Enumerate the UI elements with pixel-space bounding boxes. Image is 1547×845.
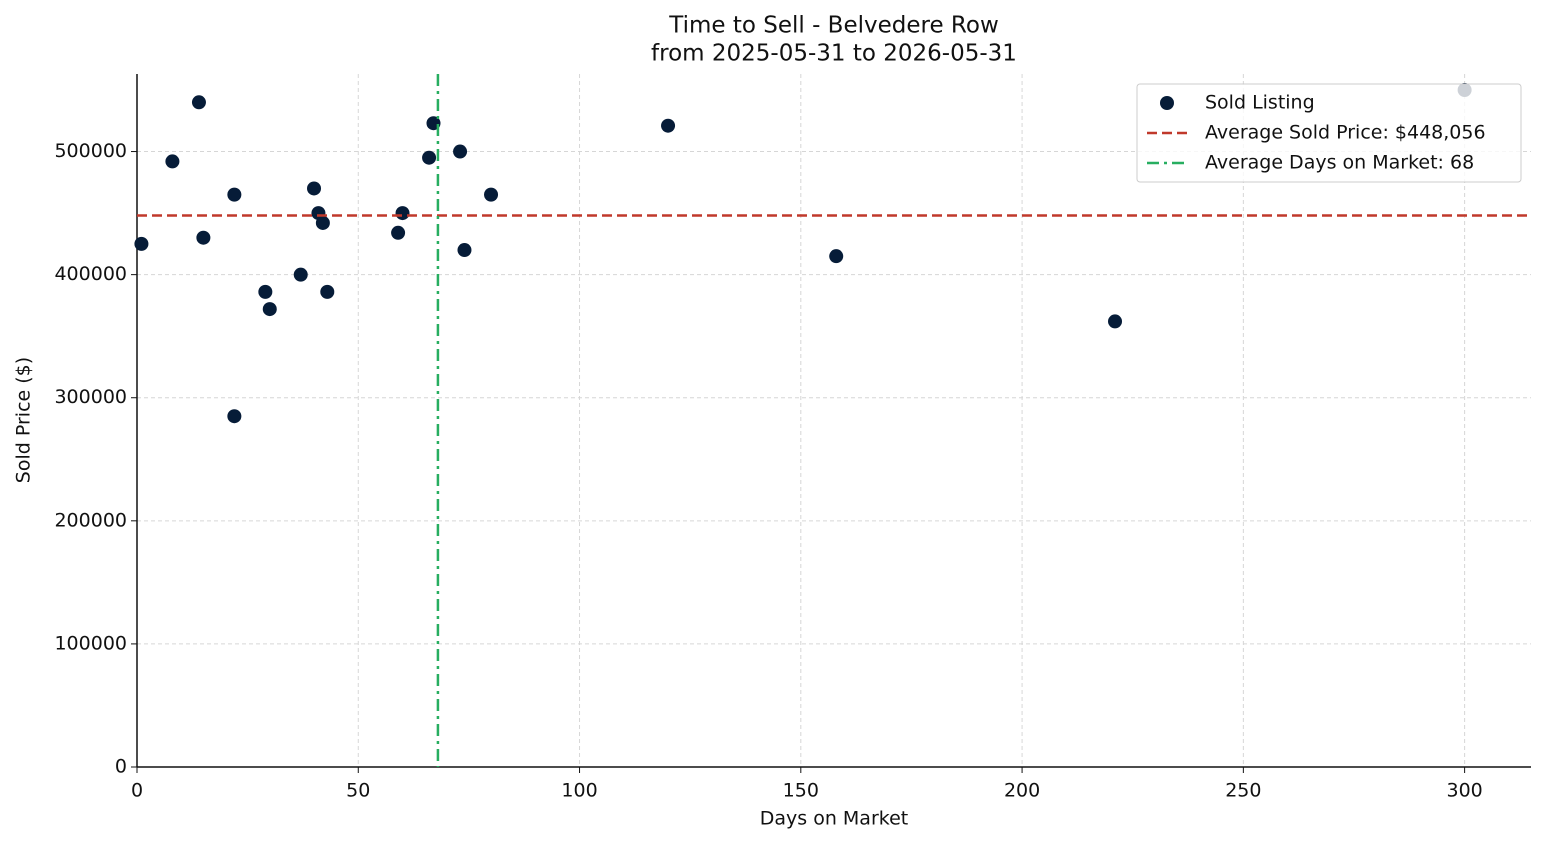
data-point [484, 187, 499, 202]
y-axis-label: Sold Price ($) [13, 357, 35, 483]
y-tick-label: 100000 [54, 632, 127, 654]
data-point [262, 302, 277, 317]
data-point [422, 150, 437, 165]
data-point [457, 243, 472, 258]
data-point [196, 230, 211, 245]
data-point [227, 187, 242, 202]
legend-label: Sold Listing [1205, 92, 1315, 114]
x-tick-label: 50 [346, 780, 370, 802]
x-tick-label: 250 [1225, 780, 1261, 802]
data-point [395, 206, 410, 221]
data-point [315, 215, 330, 230]
y-tick-label: 300000 [54, 386, 127, 408]
data-point [293, 267, 308, 282]
data-point [453, 144, 468, 159]
data-point [307, 181, 322, 196]
legend-box [1136, 83, 1522, 183]
data-point [320, 284, 335, 299]
data-point [391, 225, 406, 240]
data-point [134, 236, 149, 251]
y-tick-label: 0 [115, 756, 127, 778]
x-tick-label: 100 [561, 780, 597, 802]
x-tick-label: 300 [1446, 780, 1482, 802]
data-point [1108, 314, 1123, 329]
data-point [258, 284, 273, 299]
data-point [165, 154, 180, 169]
x-tick-label: 0 [131, 780, 143, 802]
y-tick-label: 200000 [54, 509, 127, 531]
x-tick-label: 150 [783, 780, 819, 802]
chart-subtitle: from 2025-05-31 to 2026-05-31 [651, 41, 1017, 67]
x-axis-label: Days on Market [760, 808, 908, 830]
chart-title: Time to Sell - Belvedere Row [668, 13, 999, 39]
data-point [661, 118, 676, 133]
legend-marker [1160, 96, 1174, 110]
data-point [829, 249, 844, 264]
y-tick-label: 500000 [54, 140, 127, 162]
legend-label: Average Sold Price: $448,056 [1205, 122, 1486, 144]
x-tick-label: 200 [1004, 780, 1040, 802]
data-point [191, 95, 206, 110]
y-tick-label: 400000 [54, 263, 127, 285]
data-point [227, 409, 242, 424]
legend-label: Average Days on Market: 68 [1205, 152, 1474, 174]
